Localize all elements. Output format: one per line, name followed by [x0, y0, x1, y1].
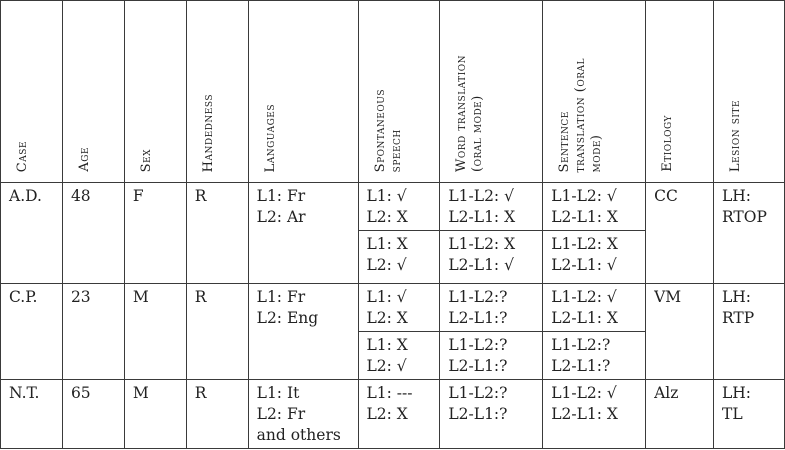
cell-lesion-site: LH: TL: [713, 379, 785, 449]
cell-lesion-site: LH: RTOP: [713, 182, 785, 284]
cell-speech: L1: √ L2: X: [357, 182, 441, 231]
cell-case: A.D.: [0, 182, 63, 284]
cell-sentence-translation: L1-L2: X L2-L1: √: [542, 230, 647, 284]
header-age: Age: [61, 0, 125, 183]
table-row-nt: N.T. 65 M R L1: It L2: Fr and others L1:…: [0, 379, 785, 449]
cell-sentence-translation: L1-L2:? L2-L1:?: [542, 331, 647, 380]
cell-sex: M: [123, 283, 187, 380]
table-row-cp-2: L1: X L2: √ L1-L2:? L2-L1:? L1-L2:? L2-L…: [1, 331, 785, 380]
cell-etiology: Alz: [645, 379, 714, 449]
cell-age: 48: [61, 182, 125, 284]
cell-speech: L1: --- L2: X: [357, 379, 441, 449]
cell-age: 65: [61, 379, 125, 449]
cell-handedness: R: [185, 379, 249, 449]
cell-languages: L1: Fr L2: Eng: [247, 283, 359, 380]
cell-word-translation: L1-L2:? L2-L1:?: [439, 331, 544, 380]
cell-lesion-site: LH: RTP: [713, 283, 785, 380]
cell-sentence-translation: L1-L2: √ L2-L1: X: [542, 182, 647, 231]
header-spontaneous-speech: Spontaneous speech: [357, 0, 441, 183]
cell-word-translation: L1-L2: X L2-L1: √: [439, 230, 544, 284]
header-case: Case: [0, 0, 63, 183]
cell-handedness: R: [185, 182, 249, 284]
cell-languages: L1: It L2: Fr and others: [247, 379, 359, 449]
cell-word-translation: L1-L2:? L2-L1:?: [439, 283, 544, 332]
cell-sentence-translation: L1-L2: √ L2-L1: X: [542, 283, 647, 332]
cell-languages: L1: Fr L2: Ar: [247, 182, 359, 284]
table-row-ad-1: A.D. 48 F R L1: Fr L2: Ar L1: √ L2: X L1…: [0, 182, 785, 284]
table-row-ad-2: L1: X L2: √ L1-L2: X L2-L1: √ L1-L2: X L…: [1, 230, 785, 284]
cell-handedness: R: [185, 283, 249, 380]
header-sex: Sex: [123, 0, 187, 183]
header-handedness: Handedness: [185, 0, 249, 183]
cell-word-translation: L1-L2:? L2-L1:?: [439, 379, 544, 449]
cell-etiology: VM: [645, 283, 714, 380]
header-etiology: Etiology: [645, 0, 714, 183]
cell-speech: L1: √ L2: X: [357, 283, 441, 332]
cell-case: C.P.: [0, 283, 63, 380]
cell-word-translation: L1-L2: √ L2-L1: X: [439, 182, 544, 231]
header-row: Case Age Sex Handedness Languages Sponta…: [0, 0, 785, 183]
cell-sex: M: [123, 379, 187, 449]
cell-speech: L1: X L2: √: [357, 331, 441, 380]
cell-sex: F: [123, 182, 187, 284]
cell-age: 23: [61, 283, 125, 380]
cell-etiology: CC: [645, 182, 714, 284]
header-sentence-translation: Sentence translation (oral mode): [542, 0, 647, 183]
table-row-cp-1: C.P. 23 M R L1: Fr L2: Eng L1: √ L2: X L…: [0, 283, 785, 380]
cell-speech: L1: X L2: √: [357, 230, 441, 284]
header-lesion-site: Lesion site: [713, 0, 785, 183]
cell-case: N.T.: [0, 379, 63, 449]
header-languages: Languages: [247, 0, 359, 183]
header-word-translation: Word translation (oral mode): [439, 0, 544, 183]
cell-sentence-translation: L1-L2: √ L2-L1: X: [542, 379, 647, 449]
